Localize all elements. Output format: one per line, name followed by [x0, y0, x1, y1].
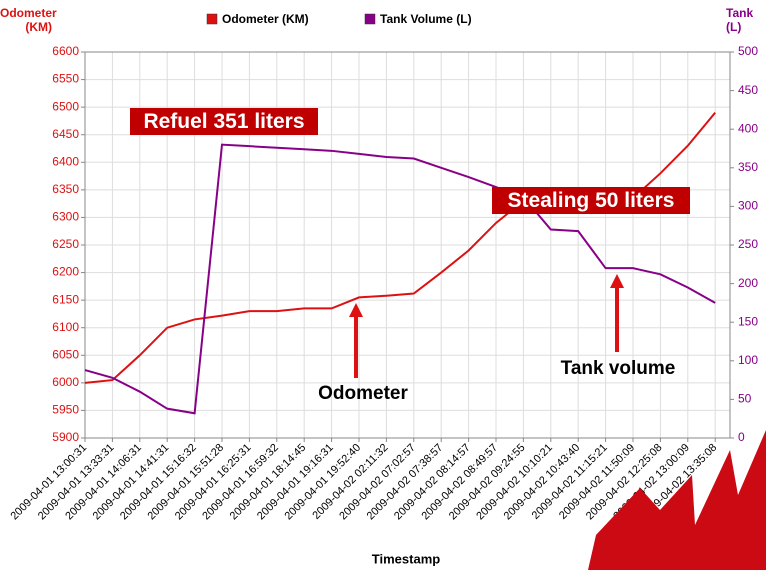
- y-tick-label: 6550: [52, 72, 79, 86]
- y2-tick-label: 0: [738, 430, 745, 444]
- y-tick-label: 6100: [52, 320, 79, 334]
- x-axis-title: Timestamp: [372, 551, 440, 566]
- annotation-box: [492, 187, 690, 214]
- y-tick-label: 6500: [52, 99, 79, 113]
- y2-tick-label: 250: [738, 237, 758, 251]
- annotation-label: Odometer: [318, 383, 408, 404]
- y2-tick-label: 300: [738, 199, 758, 213]
- y-tick-label: 6050: [52, 347, 79, 361]
- legend-label: Tank Volume (L): [380, 12, 472, 26]
- corner-decoration: [588, 430, 766, 570]
- y2-tick-label: 350: [738, 160, 758, 174]
- y2-tick-label: 200: [738, 276, 758, 290]
- annotation-label: Tank volume: [561, 358, 676, 379]
- y-tick-label: 6150: [52, 292, 79, 306]
- plot-frame: [84, 51, 731, 439]
- series-line: [84, 143, 716, 415]
- annotation-label: Refuel 351 liters: [143, 110, 304, 133]
- legend-swatch: [364, 13, 376, 25]
- y-tick-label: 6250: [52, 237, 79, 251]
- arrow-head: [610, 274, 624, 288]
- y2-axis-title: Tank (L): [726, 6, 754, 34]
- y-tick-label: 5950: [52, 403, 79, 417]
- y-tick-label: 6400: [52, 154, 79, 168]
- y-tick-label: 6300: [52, 210, 79, 224]
- arrow-head: [349, 303, 363, 317]
- y-tick-label: 6000: [52, 375, 79, 389]
- y-tick-label: 6600: [52, 44, 79, 58]
- annotation-box: [130, 108, 318, 135]
- y2-tick-label: 500: [738, 44, 758, 58]
- y-tick-label: 6450: [52, 127, 79, 141]
- y-tick-label: 6350: [52, 182, 79, 196]
- y-tick-label: 5900: [52, 430, 79, 444]
- legend-swatch: [206, 13, 218, 25]
- y2-tick-label: 50: [738, 392, 752, 406]
- y2-tick-label: 100: [738, 353, 758, 367]
- y2-tick-label: 450: [738, 83, 758, 97]
- y-axis-title: Odometer (KM): [0, 6, 57, 34]
- y2-tick-label: 400: [738, 121, 758, 135]
- annotation-label: Stealing 50 liters: [508, 189, 675, 212]
- y2-tick-label: 150: [738, 314, 758, 328]
- legend-label: Odometer (KM): [222, 12, 309, 26]
- y-tick-label: 6200: [52, 265, 79, 279]
